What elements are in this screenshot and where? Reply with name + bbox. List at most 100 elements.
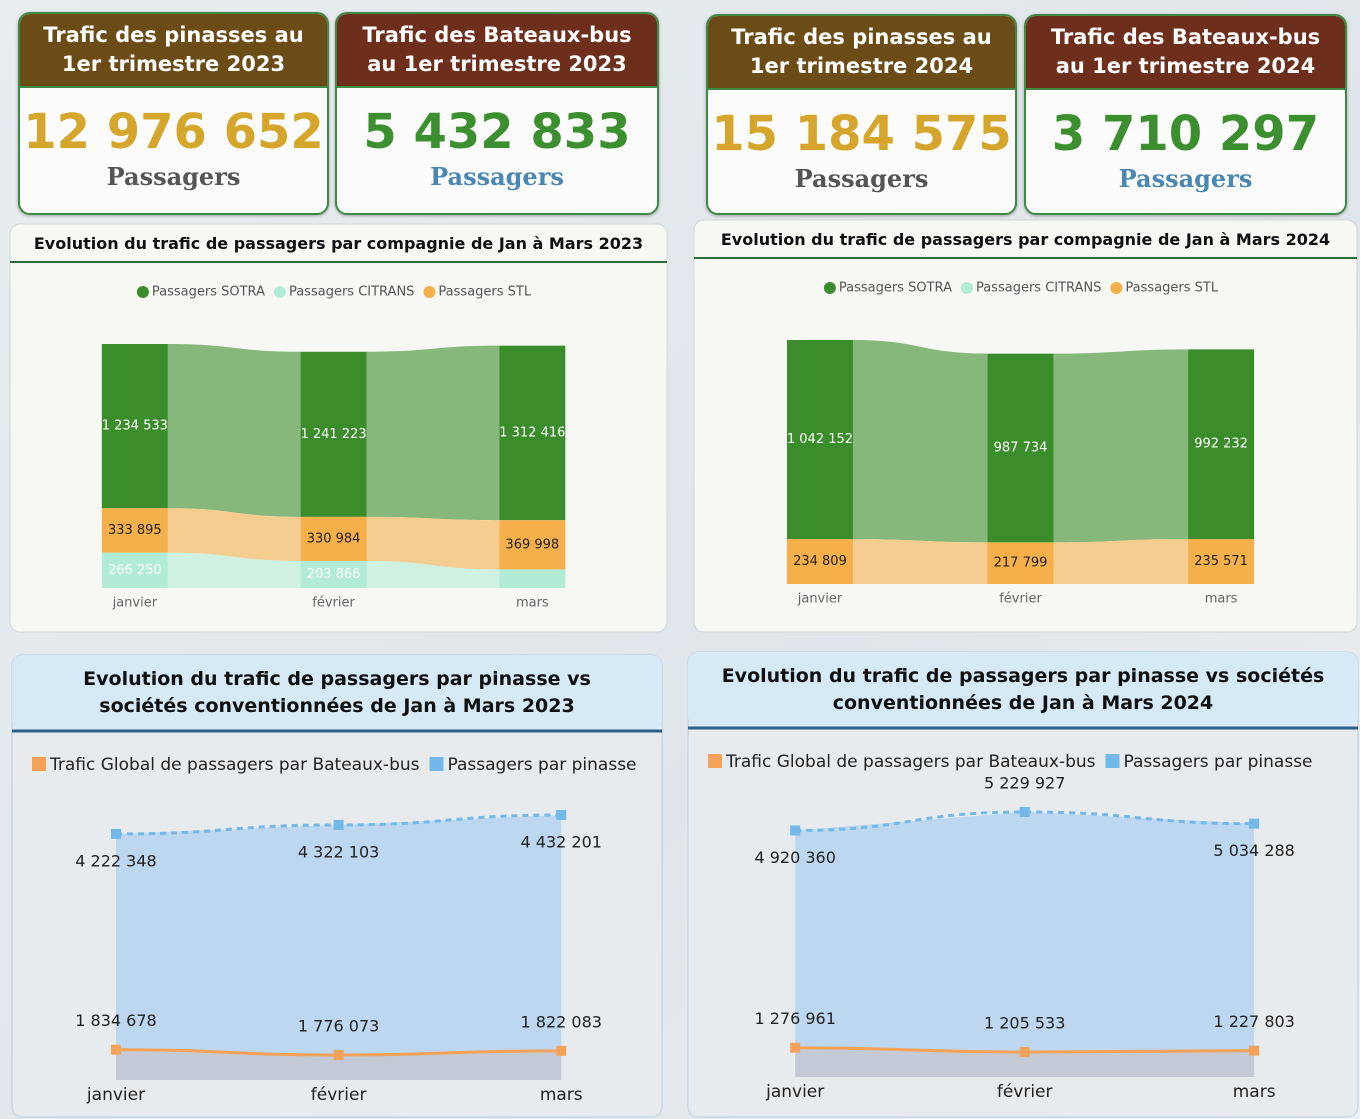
kpi-unit: Passagers <box>430 162 564 191</box>
kpi-title: Trafic des pinasses au 1er trimestre 202… <box>708 16 1015 90</box>
area <box>795 1047 1255 1077</box>
data-label: 4 920 360 <box>754 848 835 867</box>
bar-segment <box>1188 349 1255 539</box>
area <box>116 1049 562 1080</box>
legend-marker <box>136 286 149 298</box>
bar-segment <box>499 520 566 570</box>
legend-marker <box>273 286 286 298</box>
bar-segment <box>786 340 853 540</box>
bar-segment <box>1188 538 1255 584</box>
kpi-card: Trafic des Bateaux-bus au 1er trimestre … <box>335 12 659 215</box>
ribbon <box>1053 349 1189 543</box>
x-tick-label: mars <box>1233 1082 1276 1102</box>
x-tick-label: février <box>311 1085 367 1105</box>
point <box>1019 807 1030 817</box>
legend-label: Trafic Global de passagers par Bateaux-b… <box>725 752 1096 772</box>
data-label: 1 227 803 <box>1213 1012 1294 1031</box>
legend-marker <box>823 282 836 294</box>
data-label: 234 809 <box>793 554 847 569</box>
legend-marker <box>1105 754 1120 768</box>
legend-label: Passagers par pinasse <box>448 755 637 775</box>
data-label: 1 312 416 <box>499 425 565 440</box>
point <box>790 1042 801 1053</box>
legend-label: Passagers CITRANS <box>289 285 414 300</box>
kpi-unit: Passagers <box>106 162 241 191</box>
x-tick-label: janvier <box>112 596 158 611</box>
title-bar <box>12 655 662 730</box>
data-label: 203 866 <box>307 567 361 582</box>
bar-segment <box>300 351 367 517</box>
bar-segment <box>300 560 367 588</box>
bar-segment <box>101 508 168 553</box>
kpi-title: Trafic des pinasses au 1er trimestre 202… <box>20 14 327 88</box>
x-tick-label: février <box>999 592 1042 607</box>
legend-marker <box>1110 282 1123 294</box>
data-label: 235 571 <box>1194 554 1248 569</box>
data-label: 1 042 152 <box>787 432 853 447</box>
chart-title: Evolution du trafic de passagers par com… <box>33 233 644 253</box>
bar-segment <box>987 542 1054 584</box>
bar-segment <box>987 353 1054 543</box>
data-label: 330 984 <box>307 531 361 546</box>
x-tick-label: janvier <box>765 1082 824 1102</box>
data-label: 217 799 <box>994 556 1048 571</box>
data-label: 4 222 348 <box>75 851 156 870</box>
x-tick-label: mars <box>540 1085 583 1105</box>
data-label: 1 834 678 <box>75 1011 156 1030</box>
x-tick-label: février <box>312 596 355 611</box>
x-tick-label: mars <box>1205 592 1238 607</box>
bar-segment <box>101 552 168 588</box>
bar-segment <box>499 569 566 588</box>
point <box>111 828 121 839</box>
chart-title: Evolution du trafic de passagers par pin… <box>83 667 591 717</box>
point <box>333 1050 344 1060</box>
kpi-title: Trafic des Bateaux-bus au 1er trimestre … <box>1026 16 1345 90</box>
kpi-card: Trafic des pinasses au 1er trimestre 202… <box>706 14 1017 215</box>
legend-marker <box>423 286 436 298</box>
x-tick-label: janvier <box>797 592 843 607</box>
area <box>116 815 562 1080</box>
data-label: 5 034 288 <box>1213 841 1294 860</box>
data-label: 987 734 <box>994 441 1048 456</box>
legend-marker <box>708 754 722 768</box>
data-label: 4 432 201 <box>521 833 602 852</box>
ribbon <box>167 508 301 561</box>
x-tick-label: mars <box>516 596 549 611</box>
data-label: 1 241 223 <box>300 427 366 442</box>
kpi-card: Trafic des pinasses au 1er trimestre 202… <box>18 12 329 215</box>
data-label: 333 895 <box>108 523 162 538</box>
legend-label: Passagers CITRANS <box>976 281 1101 296</box>
bar-segment <box>300 516 367 561</box>
kpi-value: 12 976 652 <box>23 104 324 160</box>
data-label: 1 776 073 <box>298 1017 379 1036</box>
kpi-title: Trafic des Bateaux-bus au 1er trimestre … <box>337 14 657 88</box>
kpi-value: 3 710 297 <box>1051 106 1320 162</box>
point <box>556 1045 567 1056</box>
legend-label: Passagers STL <box>1125 281 1218 296</box>
point <box>556 810 567 820</box>
point <box>333 819 344 830</box>
legend-label: Passagers SOTRA <box>839 281 952 296</box>
legend: Passagers SOTRA Passagers CITRANS Passager… <box>823 281 1219 296</box>
data-label: 5 229 927 <box>984 774 1065 793</box>
ribbon <box>852 340 988 543</box>
data-label: 4 322 103 <box>298 842 379 861</box>
legend-label: Passagers par pinasse <box>1124 752 1313 772</box>
legend-label: Passagers SOTRA <box>152 285 265 300</box>
data-label: 1 205 533 <box>984 1014 1065 1033</box>
point <box>1019 1047 1030 1057</box>
legend-label: Trafic Global de passagers par Bateaux-b… <box>49 755 420 775</box>
legend-marker <box>429 757 444 771</box>
bar-segment <box>101 344 168 509</box>
x-tick-label: février <box>997 1082 1053 1102</box>
series-line <box>795 810 1255 832</box>
point <box>790 825 801 836</box>
ribbon <box>167 344 301 517</box>
data-label: 1 276 961 <box>754 1009 835 1028</box>
point <box>1249 1045 1260 1056</box>
kpi-value: 15 184 575 <box>711 106 1012 162</box>
bar-segment <box>786 539 853 584</box>
data-label: 992 232 <box>1194 437 1248 452</box>
